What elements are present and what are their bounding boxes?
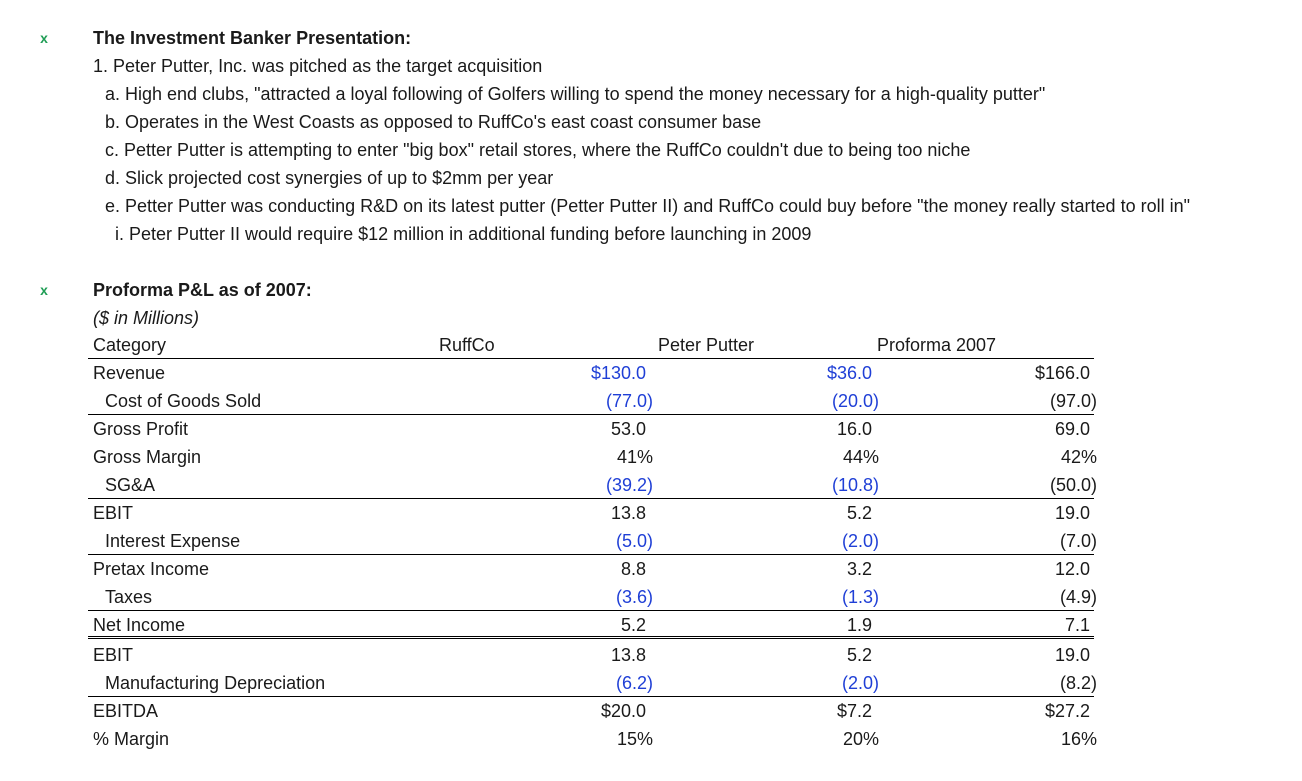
- cell-peter-putter: $7.2: [836, 701, 872, 721]
- cell-peter-putter: (1.3): [841, 587, 879, 607]
- header-category: Category: [93, 335, 167, 355]
- row-label: Manufacturing Depreciation: [105, 673, 326, 693]
- header-proforma-2007: Proforma 2007: [877, 335, 997, 355]
- line-c: c. Petter Putter is attempting to enter …: [105, 140, 971, 160]
- table-row-taxes: Taxes (3.6) (1.3) (4.9): [88, 583, 1097, 611]
- row-label: Pretax Income: [93, 559, 210, 579]
- row-label: EBITDA: [93, 701, 159, 721]
- cell-peter-putter: 20%: [842, 729, 879, 749]
- table-row-net-income: Net Income 5.2 1.9 7.1: [88, 611, 1094, 639]
- line-d: d. Slick projected cost synergies of up …: [105, 168, 554, 188]
- cell-proforma: $166.0: [1034, 363, 1090, 383]
- cell-ruffco: (77.0): [605, 391, 653, 411]
- section-title-presentation: The Investment Banker Presentation:: [93, 28, 412, 48]
- proforma-pl-table: Category RuffCo Peter Putter Proforma 20…: [88, 331, 1097, 753]
- cell-peter-putter: 3.2: [846, 559, 872, 579]
- cell-peter-putter: 44%: [842, 447, 879, 467]
- line-a: a. High end clubs, "attracted a loyal fo…: [105, 84, 1046, 104]
- cell-ruffco: (3.6): [615, 587, 653, 607]
- cell-ruffco: 15%: [616, 729, 653, 749]
- cell-proforma: 16%: [1060, 729, 1097, 749]
- cell-proforma: (8.2): [1059, 673, 1097, 693]
- table-row-cogs: Cost of Goods Sold (77.0) (20.0) (97.0): [88, 387, 1097, 415]
- cell-ruffco: (39.2): [605, 475, 653, 495]
- row-label: Interest Expense: [105, 531, 241, 551]
- table-row-gross-margin: Gross Margin 41% 44% 42%: [88, 443, 1097, 471]
- table-row-pretax-income: Pretax Income 8.8 3.2 12.0: [88, 555, 1094, 583]
- row-label: EBIT: [93, 503, 134, 523]
- row-label: Revenue: [93, 363, 166, 383]
- table-header-row: Category RuffCo Peter Putter Proforma 20…: [88, 331, 1094, 359]
- cell-ruffco: 5.2: [620, 615, 646, 635]
- cell-ruffco: (5.0): [615, 531, 653, 551]
- row-label: EBIT: [93, 645, 134, 665]
- cell-peter-putter: (2.0): [841, 531, 879, 551]
- table-row-sga: SG&A (39.2) (10.8) (50.0): [88, 471, 1097, 499]
- cell-ruffco: (6.2): [615, 673, 653, 693]
- cell-ruffco: 13.8: [610, 503, 646, 523]
- cell-peter-putter: 16.0: [836, 419, 872, 439]
- cell-ruffco: 41%: [616, 447, 653, 467]
- cell-proforma: (97.0): [1049, 391, 1097, 411]
- line-e: e. Petter Putter was conducting R&D on i…: [105, 196, 1190, 216]
- cell-proforma: $27.2: [1044, 701, 1090, 721]
- units-subtitle: ($ in Millions): [93, 308, 200, 328]
- section-title-proforma: Proforma P&L as of 2007:: [93, 280, 312, 300]
- table-row-margin-pct: % Margin 15% 20% 16%: [88, 725, 1097, 753]
- table-row-ebit-2: EBIT 13.8 5.2 19.0: [88, 641, 1094, 669]
- cell-ruffco: 13.8: [610, 645, 646, 665]
- cell-ruffco: $130.0: [590, 363, 646, 383]
- table-row-revenue: Revenue $130.0 $36.0 $166.0: [88, 359, 1094, 387]
- cell-ruffco: $20.0: [600, 701, 646, 721]
- bullet-marker-2: x: [40, 282, 48, 298]
- cell-peter-putter: (10.8): [831, 475, 879, 495]
- row-label: SG&A: [105, 475, 156, 495]
- cell-proforma: 69.0: [1054, 419, 1090, 439]
- row-label: Gross Margin: [93, 447, 202, 467]
- cell-peter-putter: 5.2: [846, 503, 872, 523]
- cell-ruffco: 8.8: [620, 559, 646, 579]
- table-row-ebitda: EBITDA $20.0 $7.2 $27.2: [88, 697, 1094, 725]
- header-peter-putter: Peter Putter: [658, 335, 755, 355]
- line-i: i. Peter Putter II would require $12 mil…: [115, 224, 812, 244]
- line-b: b. Operates in the West Coasts as oppose…: [105, 112, 762, 132]
- row-label: Taxes: [105, 587, 153, 607]
- row-label: % Margin: [93, 729, 170, 749]
- row-label: Gross Profit: [93, 419, 189, 439]
- row-label: Cost of Goods Sold: [105, 391, 262, 411]
- cell-proforma: (4.9): [1059, 587, 1097, 607]
- cell-proforma: 12.0: [1054, 559, 1090, 579]
- cell-proforma: (7.0): [1059, 531, 1097, 551]
- cell-ruffco: 53.0: [610, 419, 646, 439]
- cell-peter-putter: 5.2: [846, 645, 872, 665]
- bullet-marker-1: x: [40, 30, 48, 46]
- table-row-ebit: EBIT 13.8 5.2 19.0: [88, 499, 1094, 527]
- line-1: 1. Peter Putter, Inc. was pitched as the…: [93, 56, 543, 76]
- header-ruffco: RuffCo: [439, 335, 495, 355]
- cell-proforma: 42%: [1060, 447, 1097, 467]
- cell-peter-putter: (20.0): [831, 391, 879, 411]
- cell-proforma: 19.0: [1054, 645, 1090, 665]
- table-row-interest-expense: Interest Expense (5.0) (2.0) (7.0): [88, 527, 1097, 555]
- table-row-gross-profit: Gross Profit 53.0 16.0 69.0: [88, 415, 1094, 443]
- cell-proforma: 19.0: [1054, 503, 1090, 523]
- cell-peter-putter: $36.0: [826, 363, 872, 383]
- cell-proforma: 7.1: [1064, 615, 1090, 635]
- cell-peter-putter: (2.0): [841, 673, 879, 693]
- table-row-manufacturing-depreciation: Manufacturing Depreciation (6.2) (2.0) (…: [88, 669, 1097, 697]
- row-label: Net Income: [93, 615, 186, 635]
- cell-proforma: (50.0): [1049, 475, 1097, 495]
- cell-peter-putter: 1.9: [846, 615, 872, 635]
